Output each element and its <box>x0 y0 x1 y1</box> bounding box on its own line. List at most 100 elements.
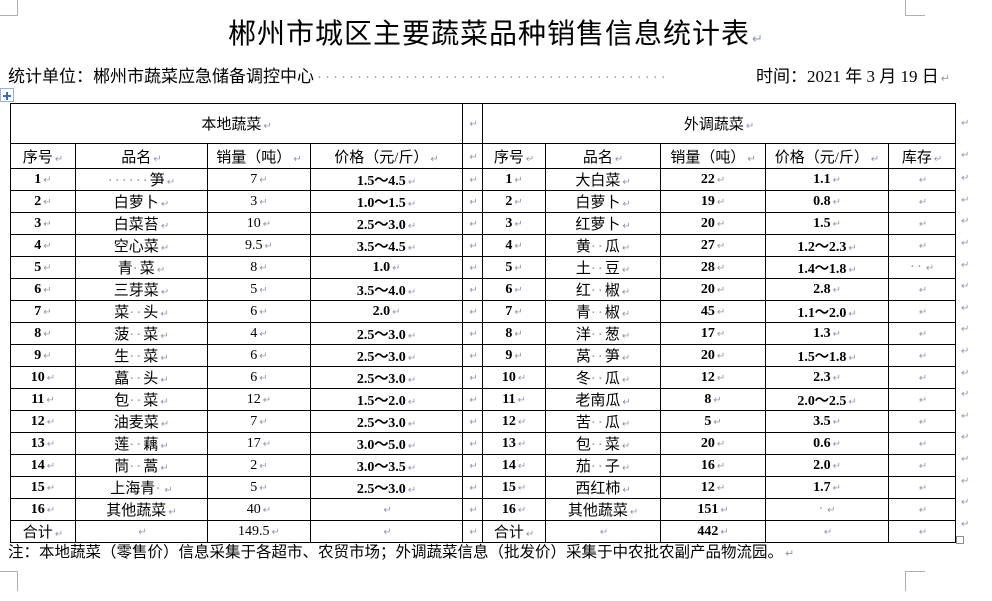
pilcrow-mark: ↵ <box>259 175 268 186</box>
external-r4-name: 黄··瓜 ↵ <box>545 234 662 257</box>
external-r16-price: · ↵ <box>765 498 890 521</box>
pilcrow-mark: ↵ <box>43 307 52 318</box>
end-of-row-mark: ↵ <box>961 410 970 422</box>
external-r4-qty: 27 ↵ <box>660 234 767 257</box>
local-r3-no: 3 ↵ <box>10 212 76 235</box>
external-r10-name: 冬··瓜 ↵ <box>545 366 662 389</box>
space-marks: ·· <box>590 349 605 365</box>
pilcrow-mark: ↵ <box>716 461 726 472</box>
pilcrow-mark: ↵ <box>848 352 857 364</box>
space-marks: ·· <box>590 371 605 387</box>
pilcrow-mark: ↵ <box>514 263 523 274</box>
local-r8-no: 8 ↵ <box>10 322 76 345</box>
pilcrow-mark: ↵ <box>160 243 170 254</box>
external-r11-price: 2.0～2.5 ↵ <box>765 388 890 411</box>
page-title: 郴州市城区主要蔬菜品种销售信息统计表 ↵ <box>228 19 764 50</box>
pilcrow-mark: ↵ <box>752 32 764 47</box>
end-of-row-mark: ↵ <box>961 216 970 228</box>
local-r2-name: 白萝卜 ↵ <box>75 190 208 213</box>
spacer-cell-r7: ↵ <box>462 300 484 323</box>
end-of-row-mark: ↵ <box>961 173 970 185</box>
external-r4-no: 4 ↵ <box>482 234 547 257</box>
pilcrow-mark: ↵ <box>407 176 417 188</box>
local-r8-name: 菠··菜 ↵ <box>75 322 208 345</box>
local-r2-price: 1.0～1.5 ↵ <box>309 190 464 213</box>
local-r5-qty: 8 ↵ <box>207 256 311 279</box>
margin-mark-top-left <box>0 0 18 16</box>
table-row: 4 ↵ 空心菜 ↵ 9.5 ↵ 3.5～4.5 ↵ ↵ 4 ↵ 黄··瓜 ↵ 27 ↵ 1.2～2.3 ↵ ↵ <box>10 234 957 257</box>
pilcrow-mark: ↵ <box>43 329 52 340</box>
pilcrow-mark: ↵ <box>832 197 841 208</box>
table-row: 11 ↵ 包··菜 ↵ 12 ↵ 1.5～2.0 ↵ ↵ 11 ↵ 老南瓜 ↵ 8 ↵ 2.0～2.5 ↵ ↵ <box>10 388 957 411</box>
external-r10-qty: 12 ↵ <box>660 366 767 389</box>
local-r7-name: 菜··头 ↵ <box>75 300 208 323</box>
pilcrow-mark: ↵ <box>160 441 169 452</box>
pilcrow-mark: ↵ <box>407 352 417 364</box>
pilcrow-mark: ↵ <box>43 263 52 274</box>
external-r12-stock: ↵ <box>888 410 957 433</box>
spacer-cell-r1: ↵ <box>462 168 484 191</box>
external-r3-stock: ↵ <box>888 212 957 235</box>
external-r14-no: 14 ↵ <box>482 454 547 477</box>
pilcrow-mark: ↵ <box>614 153 624 165</box>
external-r4-price: 1.2～2.3 ↵ <box>765 234 890 257</box>
pilcrow-mark: ↵ <box>713 395 722 406</box>
local-r4-qty: 9.5 ↵ <box>207 234 311 257</box>
external-header-qty: 销量（吨） ↵ <box>660 143 767 169</box>
external-r1-name: 大白菜 ↵ <box>545 168 662 191</box>
local-r8-price: 2.5～3.0 ↵ <box>309 322 464 345</box>
pilcrow-mark: ↵ <box>832 219 841 230</box>
pilcrow-mark: ↵ <box>54 529 64 540</box>
external-r10-price: 2.3 ↵ <box>765 366 890 389</box>
external-r12-no: 12 ↵ <box>482 410 547 433</box>
table-resize-handle[interactable] <box>956 536 964 544</box>
external-r14-price: 2.0 ↵ <box>765 454 890 477</box>
pilcrow-mark: ↵ <box>832 461 841 472</box>
end-of-row-mark: ↵ <box>961 432 970 444</box>
spacer-cell-r9: ↵ <box>462 344 484 367</box>
table-move-handle-icon[interactable] <box>0 88 14 102</box>
external-r8-qty: 17 ↵ <box>660 322 767 345</box>
local-r11-price: 1.5～2.0 ↵ <box>309 388 464 411</box>
pilcrow-mark: ↵ <box>469 483 478 494</box>
table-row: 2 ↵ 白萝卜 ↵ 3 ↵ 1.0～1.5 ↵ ↵ 2 ↵ 白萝卜 ↵ 19 ↵ 0.8 ↵ ↵ <box>10 190 957 213</box>
external-r15-stock: ↵ <box>888 476 957 499</box>
external-r6-name: 红··椒 ↵ <box>545 278 662 301</box>
external-r11-name: 老南瓜 ↵ <box>545 388 662 411</box>
stat-unit-label: 统计单位： <box>8 67 93 86</box>
pilcrow-mark: ↵ <box>168 507 177 518</box>
pilcrow-mark: ↵ <box>621 375 631 386</box>
table-row: 7 ↵ 菜··头 ↵ 6 ↵ 2.0 ↵ ↵ 7 ↵ 青··椒 ↵ 45 ↵ 1.1～2.0 ↵ ↵ <box>10 300 957 323</box>
table-row: 13 ↵ 莲··藕 ↵ 17 ↵ 3.0～5.0 ↵ ↵ 13 ↵ 包··菜 ↵ 20 ↵ 0.6 ↵ ↵ <box>10 432 957 455</box>
pilcrow-mark: ↵ <box>514 197 523 208</box>
external-r2-no: 2 ↵ <box>482 190 547 213</box>
space-marks: ·· <box>590 327 605 343</box>
local-r14-qty: 2 ↵ <box>207 454 311 477</box>
external-r16-stock: ↵ <box>888 498 957 521</box>
local-r13-qty: 17 ↵ <box>207 432 311 455</box>
pilcrow-mark: ↵ <box>469 285 478 296</box>
local-total-no: 合计 ↵ <box>10 520 76 543</box>
pilcrow-mark: ↵ <box>716 219 726 230</box>
space-marks: ·· <box>909 259 924 275</box>
external-r15-qty: 12 ↵ <box>660 476 767 499</box>
external-r15-no: 15 ↵ <box>482 476 547 499</box>
space-marks: · <box>818 502 826 517</box>
table-row: 3 ↵ 白菜苔 ↵ 10 ↵ 2.5～3.0 ↵ ↵ 3 ↵ 红萝卜 ↵ 20 ↵ 1.5 ↵ ↵ <box>10 212 957 235</box>
pilcrow-mark: ↵ <box>54 153 64 165</box>
local-total-price: ↵ <box>309 520 464 543</box>
end-of-row-mark: ↵ <box>961 302 970 314</box>
pilcrow-mark: ↵ <box>43 219 52 230</box>
pilcrow-mark: ↵ <box>271 527 280 538</box>
external-r12-name: 苦··瓜 ↵ <box>545 410 662 433</box>
space-marks: ·· <box>590 459 605 475</box>
pilcrow-mark: ↵ <box>407 220 417 232</box>
space-marks: · <box>155 481 163 497</box>
pilcrow-mark: ↵ <box>264 241 273 252</box>
pilcrow-mark: ↵ <box>918 483 928 494</box>
pilcrow-mark: ↵ <box>160 331 169 342</box>
pilcrow-mark: ↵ <box>46 395 55 406</box>
local-total-name: ↵ <box>75 520 208 543</box>
external-r11-no: 11 ↵ <box>482 388 547 411</box>
external-r10-no: 10 ↵ <box>482 366 547 389</box>
